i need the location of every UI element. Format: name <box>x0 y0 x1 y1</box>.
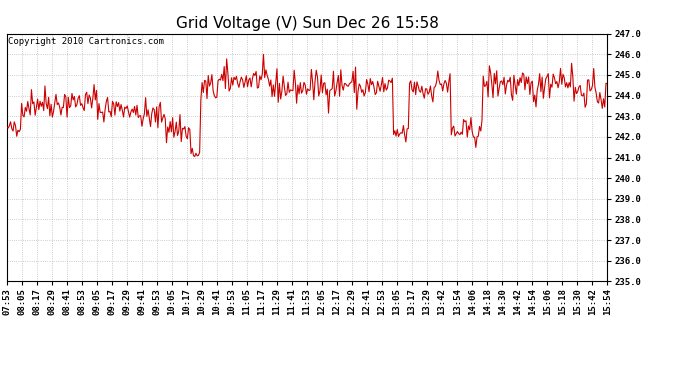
Title: Grid Voltage (V) Sun Dec 26 15:58: Grid Voltage (V) Sun Dec 26 15:58 <box>176 16 438 31</box>
Text: Copyright 2010 Cartronics.com: Copyright 2010 Cartronics.com <box>8 38 164 46</box>
